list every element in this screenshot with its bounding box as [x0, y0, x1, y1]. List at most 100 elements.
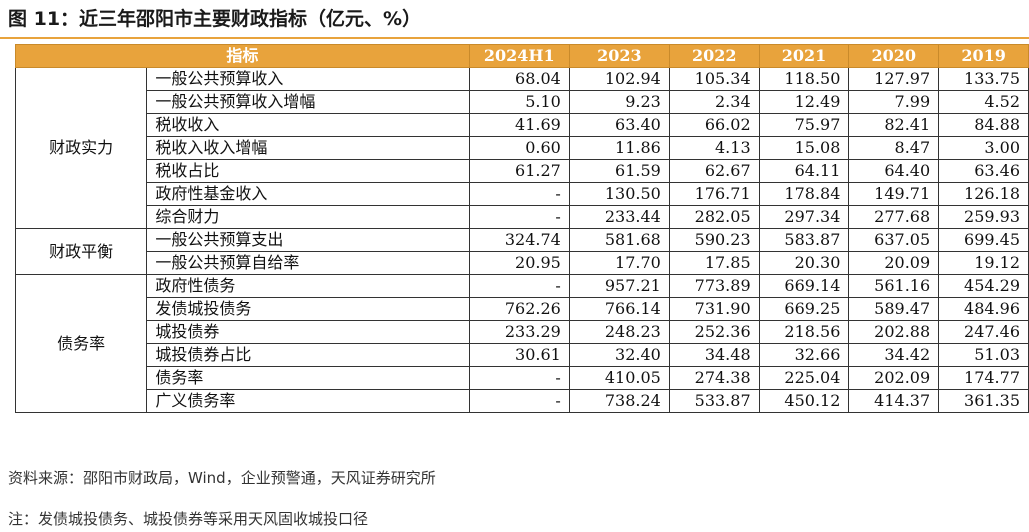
header-year: 2024H1	[468, 44, 570, 68]
indicator-label: 广义债务率	[146, 389, 470, 413]
table-row: 一般公共预算自给率 20.95 17.70 17.85 20.30 20.09 19.12	[16, 251, 1029, 275]
indicator-label: 税收入收入增幅	[146, 136, 470, 160]
source-note: 资料来源：邵阳市财政局，Wind，企业预警通，天风证券研究所	[8, 469, 436, 487]
header-year: 2022	[668, 44, 760, 68]
value-cell: 773.89	[668, 274, 760, 298]
value-cell: 64.40	[848, 159, 940, 183]
value-cell: 583.87	[758, 228, 850, 252]
indicator-label: 债务率	[146, 366, 470, 390]
value-cell: 669.25	[758, 297, 850, 321]
value-cell: 202.09	[848, 366, 940, 390]
value-cell: 766.14	[568, 297, 670, 321]
value-cell: 66.02	[668, 113, 760, 137]
indicator-label: 一般公共预算自给率	[146, 251, 470, 275]
value-cell: 34.42	[848, 343, 940, 367]
value-cell: 533.87	[668, 389, 760, 413]
value-cell: 61.27	[468, 159, 570, 183]
value-cell: 233.44	[568, 205, 670, 229]
value-cell: 4.13	[668, 136, 760, 160]
value-cell: 32.66	[758, 343, 850, 367]
indicator-label: 税收收入	[146, 113, 470, 137]
table-row: 综合财力 -233.44 282.05 297.34 277.68 259.93	[16, 205, 1029, 229]
value-cell: 20.95	[468, 251, 570, 275]
value-cell: 130.50	[568, 182, 670, 206]
value-cell: 82.41	[848, 113, 940, 137]
group-label: 债务率	[14, 274, 148, 413]
value-cell: 8.47	[848, 136, 940, 160]
value-cell: 41.69	[468, 113, 570, 137]
value-cell: 738.24	[568, 389, 670, 413]
value-cell: -	[468, 274, 570, 298]
value-cell: 0.60	[468, 136, 570, 160]
value-cell: 484.96	[938, 297, 1029, 321]
value-cell: 118.50	[758, 67, 850, 91]
value-cell: -	[468, 366, 570, 390]
table-row: 政府性基金收入 -130.50 176.71 178.84 149.71 126.18	[16, 182, 1029, 206]
value-cell: 19.12	[938, 251, 1029, 275]
value-cell: 225.04	[758, 366, 850, 390]
value-cell: -	[468, 182, 570, 206]
value-cell: 61.59	[568, 159, 670, 183]
value-cell: 274.38	[668, 366, 760, 390]
table-row: 发债城投债务 762.26 766.14 731.90 669.25 589.47 484.…	[16, 297, 1029, 321]
title-divider	[0, 37, 1029, 39]
value-cell: 324.74	[468, 228, 570, 252]
value-cell: 282.05	[668, 205, 760, 229]
value-cell: 669.14	[758, 274, 850, 298]
table-row: 税收入收入增幅 0.60 11.86 4.13 15.08 8.47 3.00	[16, 136, 1029, 160]
value-cell: 149.71	[848, 182, 940, 206]
value-cell: 450.12	[758, 389, 850, 413]
value-cell: -	[468, 205, 570, 229]
indicator-label: 城投债券	[146, 320, 470, 344]
indicator-label: 政府性基金收入	[146, 182, 470, 206]
header-year: 2023	[568, 44, 670, 68]
value-cell: 202.88	[848, 320, 940, 344]
header-year: 2019	[938, 44, 1029, 68]
value-cell: 414.37	[848, 389, 940, 413]
indicator-label: 一般公共预算收入增幅	[146, 90, 470, 114]
value-cell: 127.97	[848, 67, 940, 91]
header-year: 2020	[848, 44, 940, 68]
value-cell: 20.30	[758, 251, 850, 275]
table-row: 城投债券占比 30.61 32.40 34.48 32.66 34.42 51.03	[16, 343, 1029, 367]
value-cell: 12.49	[758, 90, 850, 114]
value-cell: 3.00	[938, 136, 1029, 160]
header-indicator: 指标	[15, 44, 470, 68]
value-cell: 133.75	[938, 67, 1029, 91]
value-cell: 637.05	[848, 228, 940, 252]
value-cell: 11.86	[568, 136, 670, 160]
header-year: 2021	[758, 44, 850, 68]
value-cell: -	[468, 389, 570, 413]
value-cell: 5.10	[468, 90, 570, 114]
value-cell: 233.29	[468, 320, 570, 344]
value-cell: 731.90	[668, 297, 760, 321]
value-cell: 248.23	[568, 320, 670, 344]
table-row: 城投债券 233.29 248.23 252.36 218.56 202.88 247.46	[16, 320, 1029, 344]
value-cell: 62.67	[668, 159, 760, 183]
value-cell: 63.40	[568, 113, 670, 137]
value-cell: 32.40	[568, 343, 670, 367]
value-cell: 15.08	[758, 136, 850, 160]
value-cell: 589.47	[848, 297, 940, 321]
value-cell: 2.34	[668, 90, 760, 114]
value-cell: 20.09	[848, 251, 940, 275]
table-row: 一般公共预算收入增幅 5.10 9.23 2.34 12.49 7.99 4.52	[16, 90, 1029, 114]
indicator-label: 综合财力	[146, 205, 470, 229]
table-row: 财政平衡 一般公共预算支出 324.74 581.68 590.23 583.87 637.…	[14, 228, 1029, 275]
value-cell: 17.85	[668, 251, 760, 275]
value-cell: 174.77	[938, 366, 1029, 390]
value-cell: 762.26	[468, 297, 570, 321]
table-row: 广义债务率 -738.24 533.87 450.12 414.37 361.35	[16, 389, 1029, 413]
value-cell: 102.94	[568, 67, 670, 91]
value-cell: 178.84	[758, 182, 850, 206]
value-cell: 34.48	[668, 343, 760, 367]
indicator-label: 一般公共预算支出	[146, 228, 470, 252]
value-cell: 561.16	[848, 274, 940, 298]
value-cell: 699.45	[938, 228, 1029, 252]
footnote: 注：发债城投债务、城投债券等采用天风固收城投口径	[8, 510, 369, 528]
table-header-row: 指标 2024H1 2023 2022 2021 2020 2019	[15, 44, 1029, 68]
value-cell: 4.52	[938, 90, 1029, 114]
group-label: 财政实力	[14, 67, 148, 229]
indicator-label: 城投债券占比	[146, 343, 470, 367]
value-cell: 68.04	[468, 67, 570, 91]
